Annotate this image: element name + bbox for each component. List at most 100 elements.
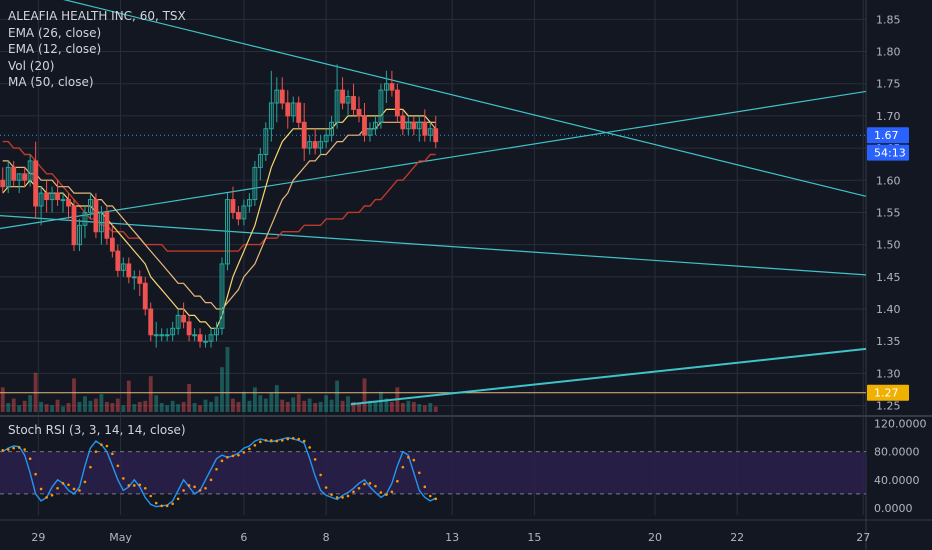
stoch-d-point-22 xyxy=(122,477,125,480)
level-price-tag: 1.27 xyxy=(874,387,899,400)
candle-body-22 xyxy=(120,263,126,271)
candle-body-25 xyxy=(137,276,143,284)
stoch-d-point-74 xyxy=(407,455,410,459)
volume-bar-36 xyxy=(198,405,202,412)
volume-bar-79 xyxy=(433,406,438,412)
candle-body-55 xyxy=(301,121,307,149)
candle-body-40 xyxy=(219,263,225,329)
volume-bar-38 xyxy=(209,401,213,412)
volume-bar-4 xyxy=(22,400,27,412)
stoch-d-point-59 xyxy=(324,486,328,489)
volume-bar-17 xyxy=(93,398,98,412)
volume-bar-21 xyxy=(115,398,120,412)
grid-lines xyxy=(0,0,866,515)
candle-body-1 xyxy=(5,166,11,188)
stoch-d-point-24 xyxy=(132,484,136,487)
candle-body-74 xyxy=(405,121,411,130)
candle-body-75 xyxy=(411,121,417,130)
level-price-tag-bg xyxy=(867,384,909,401)
stoch-d-point-78 xyxy=(428,494,432,498)
stoch-d-point-69 xyxy=(379,491,383,494)
candle-body-53 xyxy=(290,102,296,117)
volume-bar-15 xyxy=(83,396,87,412)
volume-bar-64 xyxy=(351,401,356,412)
candle-body-27 xyxy=(148,308,154,336)
stoch-d-point-25 xyxy=(138,483,142,487)
volume-bar-30 xyxy=(165,405,170,412)
price-axis: 1.851.801.751.701.651.601.551.501.451.40… xyxy=(876,13,901,412)
volume-bar-67 xyxy=(368,400,372,412)
candle-body-62 xyxy=(340,89,345,104)
volume-bar-70 xyxy=(384,398,389,412)
stoch-d-point-48 xyxy=(264,439,268,442)
legend-ema12: EMA (12, close) xyxy=(8,42,102,56)
trendline-3 xyxy=(350,347,867,406)
candle-body-21 xyxy=(115,250,121,271)
volume-bar-61 xyxy=(335,380,340,412)
stoch-d-point-30 xyxy=(165,504,169,508)
volume-bar-46 xyxy=(252,387,257,412)
candle-body-71 xyxy=(389,83,395,91)
volume-bar-75 xyxy=(411,401,416,412)
time-tick-1: May xyxy=(109,531,132,544)
volume-bar-40 xyxy=(220,367,224,412)
volume-bar-0 xyxy=(0,387,5,412)
candle-body-16 xyxy=(88,199,93,213)
stoch-d-point-8 xyxy=(45,496,48,499)
candle-body-7 xyxy=(38,192,44,207)
candle-body-6 xyxy=(33,160,39,207)
volume-bar-43 xyxy=(236,401,241,412)
stoch-d-point-56 xyxy=(308,446,311,449)
stoch-d-point-28 xyxy=(154,501,158,505)
candle-body-61 xyxy=(334,89,340,123)
time-tick-3: 8 xyxy=(323,531,330,544)
volume-bar-18 xyxy=(99,394,104,412)
candle-body-3 xyxy=(16,173,22,181)
stoch-d-point-0 xyxy=(1,448,5,452)
candle-body-47 xyxy=(257,154,263,168)
volume-bar-77 xyxy=(422,405,427,412)
volume-bar-56 xyxy=(307,398,312,412)
stoch-d-point-53 xyxy=(291,436,295,440)
volume-bar-8 xyxy=(44,404,49,412)
candle-body-60 xyxy=(329,121,335,136)
stoch-d-point-58 xyxy=(319,473,322,477)
candle-body-64 xyxy=(351,96,356,110)
time-tick-6: 20 xyxy=(648,531,662,544)
stoch-d-point-41 xyxy=(226,455,229,459)
stoch-d-point-54 xyxy=(297,437,301,441)
candle-body-14 xyxy=(77,224,82,246)
time-axis: 29 May 6 8 13 15 20 22 27 xyxy=(31,531,870,544)
candle-body-26 xyxy=(142,282,148,310)
volume-bar-3 xyxy=(17,405,22,412)
stoch-d-point-9 xyxy=(50,493,54,497)
candle-body-76 xyxy=(416,121,422,130)
candle-body-66 xyxy=(362,115,367,136)
stoch-d-point-27 xyxy=(149,494,153,498)
stoch-d-point-40 xyxy=(220,459,224,463)
volume-bar-5 xyxy=(28,395,33,412)
volume-bar-47 xyxy=(258,395,263,412)
volume-bar-27 xyxy=(148,376,153,412)
countdown-tag-bg xyxy=(867,144,909,161)
stoch-d-dots xyxy=(1,436,438,508)
candle-body-77 xyxy=(422,121,428,136)
last-price-tag-bg xyxy=(867,127,909,144)
candle-body-34 xyxy=(186,321,192,336)
legend-ma50: MA (50, close) xyxy=(8,75,94,89)
volume-bar-45 xyxy=(247,400,252,412)
candle-body-19 xyxy=(104,211,110,239)
candle-body-5 xyxy=(27,160,33,181)
stoch-d-point-34 xyxy=(187,484,191,487)
volume-bar-34 xyxy=(187,384,192,412)
stoch-tick-1: 80.0000 xyxy=(874,446,920,459)
volume-bars xyxy=(0,347,438,412)
price-tick-3: 1.70 xyxy=(876,110,901,123)
trendline-0 xyxy=(63,0,867,197)
stoch-tick-3: 0.0000 xyxy=(874,502,913,515)
volume-bar-39 xyxy=(214,396,219,412)
candle-body-58 xyxy=(318,141,324,149)
candle-body-37 xyxy=(203,340,208,343)
